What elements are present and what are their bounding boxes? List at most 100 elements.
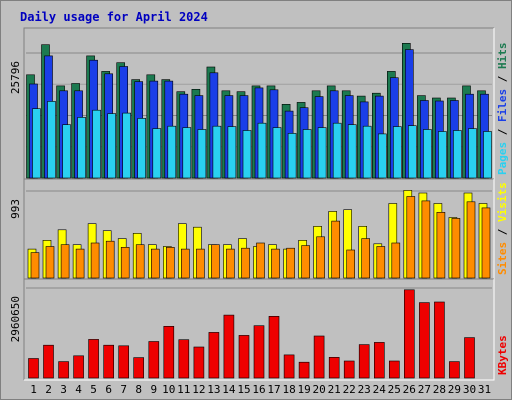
bar-kbytes-day-28	[434, 301, 445, 379]
x-tick-label-day-1: 1	[30, 383, 37, 396]
x-tick-label-day-16: 16	[252, 383, 265, 396]
bar-kbytes-day-9	[148, 341, 160, 379]
bar-kbytes-day-26	[403, 289, 415, 379]
x-tick-label-day-11: 11	[177, 383, 190, 396]
bar-kbytes-day-11	[178, 339, 190, 379]
y-tick-label: 2960650	[9, 296, 22, 342]
bar-kbytes-day-24	[373, 342, 385, 379]
bar-kbytes-day-10	[163, 325, 175, 379]
bar-pages-day-7	[122, 112, 131, 179]
bar-kbytes-day-8	[133, 357, 144, 379]
bar-sites-day-17	[271, 248, 280, 279]
bar-sites-day-7	[120, 247, 130, 279]
x-tick-label-day-14: 14	[222, 383, 236, 396]
bar-sites-day-16	[256, 242, 265, 279]
bar-kbytes-day-14	[223, 314, 235, 379]
bar-pages-day-30	[468, 128, 477, 179]
x-tick-label-day-19: 19	[297, 383, 310, 396]
bar-kbytes-day-3	[58, 361, 69, 379]
bar-pages-day-27	[423, 129, 432, 179]
bar-kbytes-day-6	[103, 344, 114, 379]
bar-kbytes-day-19	[298, 361, 310, 379]
x-tick-label-day-28: 28	[433, 383, 446, 396]
bar-pages-day-17	[272, 127, 282, 179]
bar-kbytes-day-25	[388, 360, 400, 379]
bar-kbytes-day-22	[343, 360, 355, 379]
x-tick-label-day-29: 29	[448, 383, 461, 396]
x-tick-label-day-9: 9	[150, 383, 157, 396]
x-tick-label-day-5: 5	[90, 383, 97, 396]
bar-pages-day-25	[392, 126, 402, 179]
bar-pages-day-2	[47, 101, 56, 179]
bar-kbytes-day-15	[238, 335, 250, 379]
bar-kbytes-day-23	[358, 344, 370, 379]
x-tick-label-day-12: 12	[192, 383, 205, 396]
x-tick-label-day-8: 8	[135, 383, 142, 396]
bar-pages-day-6	[107, 113, 116, 179]
x-tick-label-day-7: 7	[120, 383, 127, 396]
bar-sites-day-12	[196, 248, 205, 279]
y-tick-label: 993	[9, 199, 22, 219]
chart-title: Daily usage for April 2024	[20, 10, 208, 24]
bar-kbytes-day-18	[283, 354, 295, 379]
bar-pages-day-15	[242, 130, 252, 179]
x-tick-label-day-17: 17	[267, 383, 280, 396]
bar-kbytes-day-13	[208, 332, 220, 379]
bar-pages-day-20	[317, 127, 327, 179]
bar-kbytes-day-5	[88, 339, 99, 379]
x-tick-label-day-4: 4	[75, 383, 82, 396]
bar-sites-day-14	[226, 248, 235, 279]
bar-sites-day-9	[151, 248, 160, 279]
bar-kbytes-day-1	[28, 358, 39, 379]
x-tick-label-day-27: 27	[418, 383, 431, 396]
bar-kbytes-day-16	[253, 325, 265, 379]
bar-pages-day-18	[287, 133, 297, 179]
panel-bevel-dark	[23, 27, 494, 180]
bar-kbytes-day-20	[313, 335, 325, 379]
right-label-hits-files-pages: Pages / Files / Hits	[496, 43, 509, 176]
bar-pages-day-28	[438, 131, 447, 179]
right-label-part: Sites	[496, 242, 509, 275]
bar-sites-day-4	[75, 248, 85, 279]
x-tick-label-day-20: 20	[312, 383, 325, 396]
bar-sites-day-15	[241, 247, 250, 279]
bar-sites-day-29	[451, 218, 461, 279]
bar-sites-day-3	[60, 244, 70, 279]
bar-sites-day-20	[316, 236, 325, 279]
x-tick-label-day-6: 6	[105, 383, 112, 396]
bar-pages-day-16	[257, 122, 267, 179]
x-tick-label-day-24: 24	[373, 383, 387, 396]
bar-sites-day-19	[301, 245, 310, 279]
panel-bevel-dark	[23, 178, 494, 280]
x-tick-label-day-2: 2	[45, 383, 52, 396]
x-tick-label-day-10: 10	[162, 383, 175, 396]
bar-pages-day-12	[197, 129, 207, 179]
bar-kbytes-day-17	[268, 315, 280, 379]
bar-sites-day-31	[481, 207, 491, 279]
bar-kbytes-day-4	[73, 355, 84, 379]
bar-pages-day-1	[32, 108, 41, 179]
right-label-part: Visits	[496, 182, 509, 222]
bar-kbytes-day-12	[193, 346, 205, 379]
x-tick-label-day-21: 21	[328, 383, 341, 396]
bar-pages-day-11	[182, 127, 192, 179]
bar-pages-day-8	[137, 118, 146, 179]
x-tick-label-day-22: 22	[343, 383, 356, 396]
bar-kbytes-day-21	[328, 356, 340, 379]
x-tick-label-day-18: 18	[282, 383, 295, 396]
x-tick-label-day-13: 13	[207, 383, 220, 396]
y-tick-label: 25796	[9, 61, 22, 94]
bar-kbytes-day-2	[43, 344, 54, 379]
bar-pages-day-24	[377, 133, 387, 179]
bar-sites-day-22	[346, 249, 356, 279]
bar-pages-day-10	[167, 125, 177, 179]
bar-sites-day-28	[436, 212, 446, 279]
x-tick-label-day-23: 23	[358, 383, 371, 396]
bar-kbytes-day-27	[419, 302, 430, 379]
bar-pages-day-26	[407, 125, 417, 179]
x-tick-label-day-31: 31	[478, 383, 491, 396]
x-tick-label-day-15: 15	[237, 383, 250, 396]
bar-sites-day-10	[166, 247, 175, 279]
bar-pages-day-31	[483, 131, 492, 179]
